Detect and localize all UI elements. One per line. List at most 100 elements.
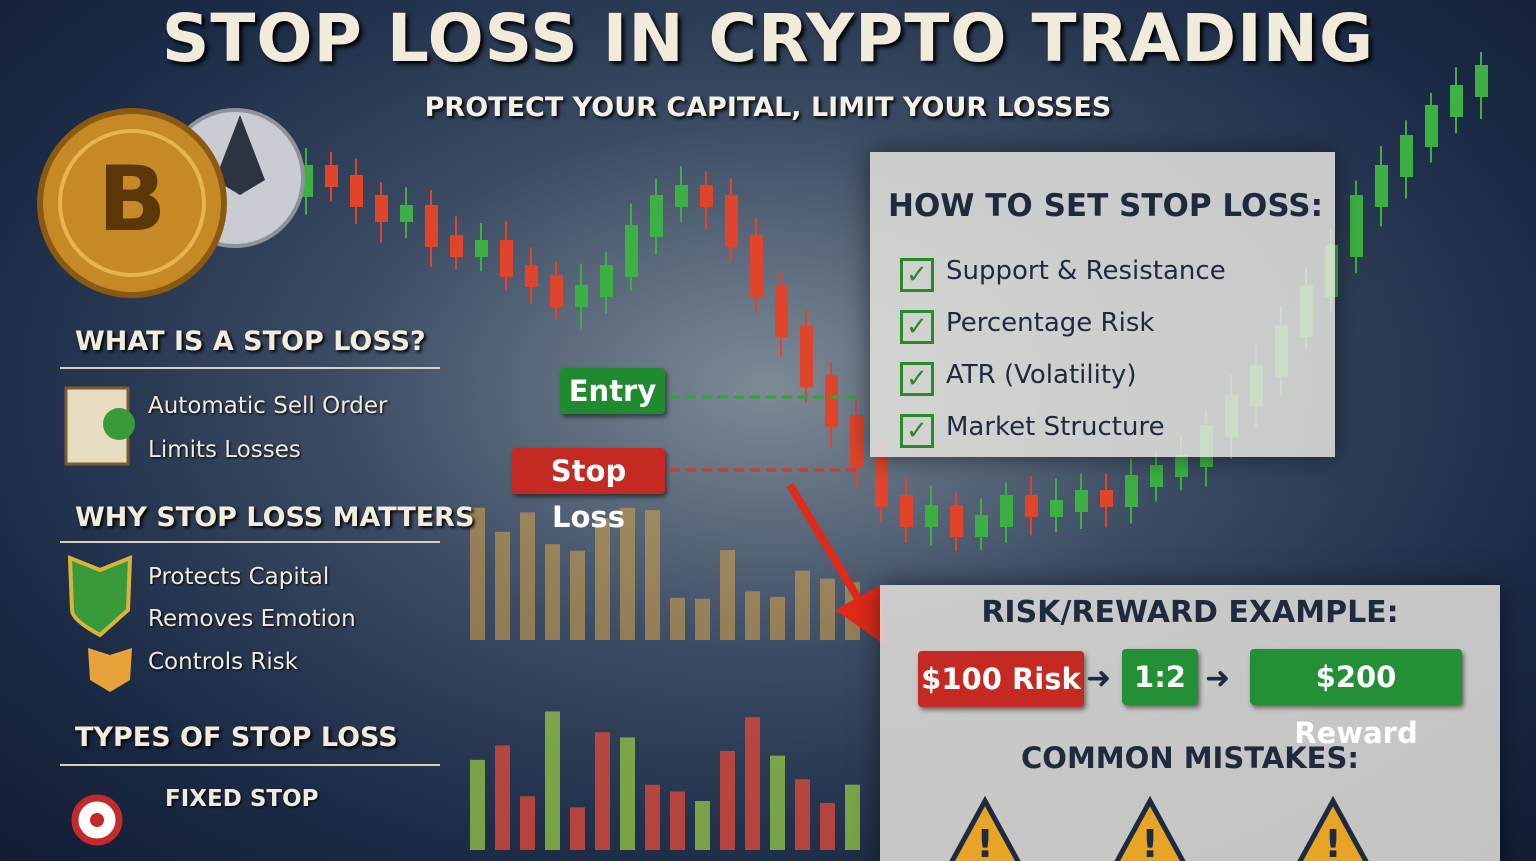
checklist-item: Percentage Risk [946, 308, 1155, 338]
candle [545, 544, 560, 640]
candle [595, 732, 610, 850]
candle [795, 570, 810, 640]
warning-icons: ! ! ! [949, 795, 1369, 861]
candle [950, 505, 963, 537]
arrow: ➜ [1086, 661, 1112, 696]
candle [1400, 135, 1413, 177]
candle [1375, 165, 1388, 207]
candle [520, 796, 535, 850]
candle [625, 225, 638, 277]
candle [795, 779, 810, 850]
candle [400, 205, 413, 222]
arrow-head [835, 585, 885, 645]
candle [775, 285, 788, 337]
candle [1425, 105, 1438, 147]
candle [695, 801, 710, 850]
check-box: ✓ [900, 310, 934, 344]
candle [770, 755, 785, 850]
entry-label: Entry [560, 368, 665, 414]
candle [645, 510, 660, 640]
item: Protects Capital [148, 564, 330, 590]
candle [645, 784, 660, 850]
stop-loss-label: Stop Loss [512, 448, 665, 534]
candle [575, 285, 588, 307]
bitcoin-ring [58, 129, 206, 277]
item: Removes Emotion [148, 606, 356, 632]
ratio-badge: 1:2 [1122, 649, 1198, 705]
candle [1175, 455, 1188, 477]
candle [1125, 475, 1138, 507]
candle [1150, 465, 1163, 487]
candle [1025, 495, 1038, 517]
ethereum-logo [215, 115, 265, 195]
candle [550, 275, 563, 307]
candle [850, 415, 863, 467]
shield-icon [67, 554, 133, 638]
candle [725, 195, 738, 247]
panel-title: RISK/REWARD EXAMPLE: [981, 595, 1399, 630]
title: STOP LOSS IN CRYPTO TRADING [161, 0, 1375, 77]
small-shield-icon [88, 648, 132, 692]
candle [495, 745, 510, 850]
candle [470, 507, 485, 640]
svg-text:!: ! [976, 822, 993, 861]
candle [1100, 490, 1113, 507]
arrow-shaft [786, 482, 869, 613]
candle [350, 175, 363, 207]
reward-badge: $200 Reward [1250, 649, 1462, 750]
candle [670, 597, 685, 640]
svg-text:!: ! [1141, 822, 1158, 861]
section-title: WHY STOP LOSS MATTERS [75, 502, 475, 533]
svg-text:!: ! [1324, 822, 1341, 861]
candle [1450, 85, 1463, 117]
risk-badge: $100 Risk [918, 651, 1084, 707]
candle [325, 165, 338, 187]
candle [745, 591, 760, 640]
candle [675, 185, 688, 207]
checklist-item: Market Structure [946, 412, 1165, 442]
candlesticks [300, 52, 1488, 850]
section-title: TYPES OF STOP LOSS [75, 722, 398, 753]
check-box: ✓ [900, 414, 934, 448]
bitcoin-symbol: B [98, 147, 167, 252]
checklist-item: ATR (Volatility) [946, 360, 1137, 390]
candle [825, 375, 838, 427]
candle [750, 235, 763, 297]
candle [595, 518, 610, 640]
candle [925, 505, 938, 527]
candle [975, 515, 988, 537]
candle [650, 195, 663, 237]
check-icon [103, 408, 135, 440]
candle [570, 550, 585, 640]
candle [700, 185, 713, 207]
arrow: ➜ [1205, 661, 1231, 696]
target-center [90, 813, 104, 827]
candle [1000, 495, 1013, 527]
candle [695, 598, 710, 640]
section-title: WHAT IS A STOP LOSS? [75, 326, 426, 357]
candle [670, 791, 685, 850]
check-box: ✓ [900, 362, 934, 396]
warning-icon: ! [1114, 795, 1186, 861]
item: FIXED STOP [165, 786, 319, 812]
panel-title: COMMON MISTAKES: [1021, 741, 1359, 775]
candle [425, 205, 438, 247]
check-box: ✓ [900, 258, 934, 292]
candle [900, 495, 913, 527]
candle [1050, 500, 1063, 517]
candle [1075, 490, 1088, 512]
candle [620, 507, 635, 640]
candle [820, 578, 835, 640]
candle [745, 717, 760, 850]
candle [570, 807, 585, 850]
candle [820, 802, 835, 850]
candle [875, 455, 888, 507]
candle [620, 737, 635, 850]
candle [720, 550, 735, 640]
subtitle: PROTECT YOUR CAPITAL, LIMIT YOUR LOSSES [424, 92, 1112, 123]
candle [600, 265, 613, 297]
candle [495, 531, 510, 640]
candle [520, 512, 535, 640]
